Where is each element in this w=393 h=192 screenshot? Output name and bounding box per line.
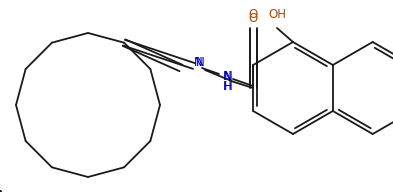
Text: N: N <box>223 70 232 84</box>
Text: N: N <box>224 70 233 83</box>
Text: H: H <box>224 80 233 94</box>
Text: N: N <box>194 55 203 69</box>
Text: O: O <box>248 12 258 25</box>
Text: O: O <box>248 8 258 22</box>
Text: H: H <box>223 79 232 93</box>
Text: OH: OH <box>268 7 286 21</box>
Text: N: N <box>196 55 205 69</box>
